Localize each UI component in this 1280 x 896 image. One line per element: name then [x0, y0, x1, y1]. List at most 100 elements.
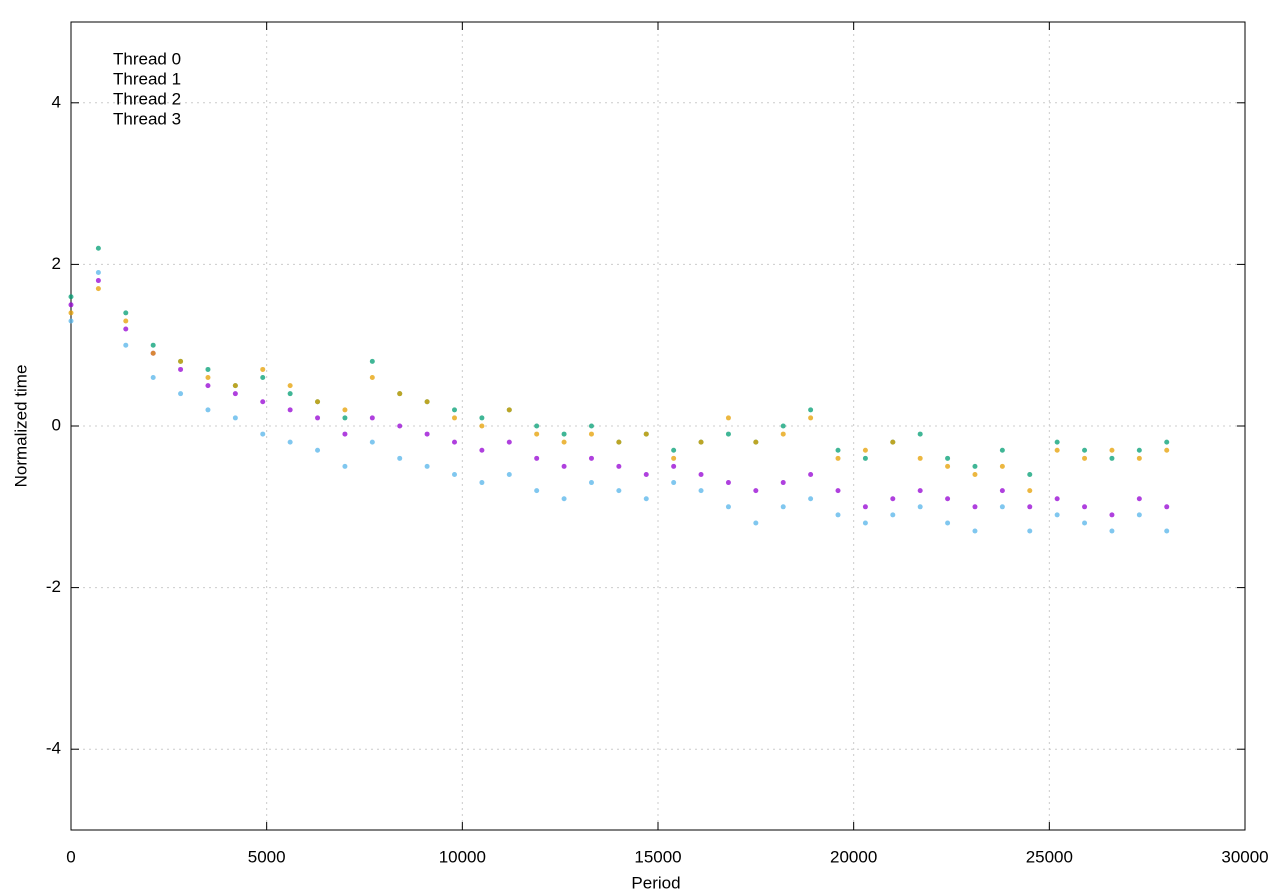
point [287, 407, 293, 413]
point [342, 463, 348, 469]
point [643, 496, 649, 502]
point [1082, 447, 1088, 453]
legend-label: Thread 3 [113, 109, 181, 128]
point [287, 439, 293, 445]
point [1054, 447, 1060, 453]
point [95, 286, 101, 292]
point [780, 431, 786, 437]
point [424, 399, 430, 405]
point [890, 439, 896, 445]
point [150, 342, 156, 348]
point [671, 480, 677, 486]
point [232, 383, 238, 389]
point [1109, 528, 1115, 534]
point [1054, 496, 1060, 502]
point [479, 423, 485, 429]
point [616, 488, 622, 494]
point [534, 455, 540, 461]
point [890, 512, 896, 518]
x-tick-label: 10000 [439, 847, 486, 866]
point [315, 415, 321, 421]
point [452, 415, 458, 421]
point [588, 480, 594, 486]
point [561, 496, 567, 502]
point [808, 415, 814, 421]
point [452, 439, 458, 445]
point [616, 463, 622, 469]
point [232, 415, 238, 421]
legend-label: Thread 1 [113, 69, 181, 88]
point [862, 447, 868, 453]
point [1082, 520, 1088, 526]
point [862, 520, 868, 526]
point [725, 504, 731, 510]
point [725, 431, 731, 437]
point [999, 488, 1005, 494]
point [342, 407, 348, 413]
point [808, 407, 814, 413]
point [780, 423, 786, 429]
point [369, 375, 375, 381]
x-axis-label: Period [631, 873, 680, 892]
point [972, 463, 978, 469]
point [999, 463, 1005, 469]
point [68, 318, 74, 324]
point [260, 431, 266, 437]
legend-label: Thread 0 [113, 49, 181, 68]
point [506, 471, 512, 477]
x-tick-label: 0 [66, 847, 75, 866]
point [369, 439, 375, 445]
y-tick-label: -4 [46, 739, 61, 758]
point [1164, 528, 1170, 534]
point [616, 439, 622, 445]
x-tick-label: 15000 [634, 847, 681, 866]
point [1136, 447, 1142, 453]
point [1054, 512, 1060, 518]
point [835, 512, 841, 518]
point [999, 504, 1005, 510]
point [123, 318, 129, 324]
point [95, 269, 101, 275]
point [205, 366, 211, 372]
point [698, 439, 704, 445]
point [424, 431, 430, 437]
point [424, 463, 430, 469]
point [178, 366, 184, 372]
point [945, 455, 951, 461]
point [1027, 471, 1033, 477]
point [534, 423, 540, 429]
point [68, 294, 74, 300]
point [452, 471, 458, 477]
point [1082, 455, 1088, 461]
point [917, 455, 923, 461]
point [1136, 512, 1142, 518]
point [671, 463, 677, 469]
point [287, 383, 293, 389]
point [561, 439, 567, 445]
legend-label: Thread 2 [113, 89, 181, 108]
point [68, 310, 74, 316]
point [972, 504, 978, 510]
x-tick-label: 5000 [248, 847, 286, 866]
point [999, 447, 1005, 453]
point [753, 488, 759, 494]
point [561, 431, 567, 437]
point [506, 439, 512, 445]
y-tick-label: -2 [46, 577, 61, 596]
point [835, 488, 841, 494]
point [205, 407, 211, 413]
point [780, 480, 786, 486]
point [1136, 496, 1142, 502]
point [588, 431, 594, 437]
point [232, 391, 238, 397]
point [150, 350, 156, 356]
point [835, 447, 841, 453]
point [945, 496, 951, 502]
point [945, 463, 951, 469]
x-tick-label: 30000 [1221, 847, 1268, 866]
point [1027, 504, 1033, 510]
point [753, 439, 759, 445]
point [1082, 504, 1088, 510]
